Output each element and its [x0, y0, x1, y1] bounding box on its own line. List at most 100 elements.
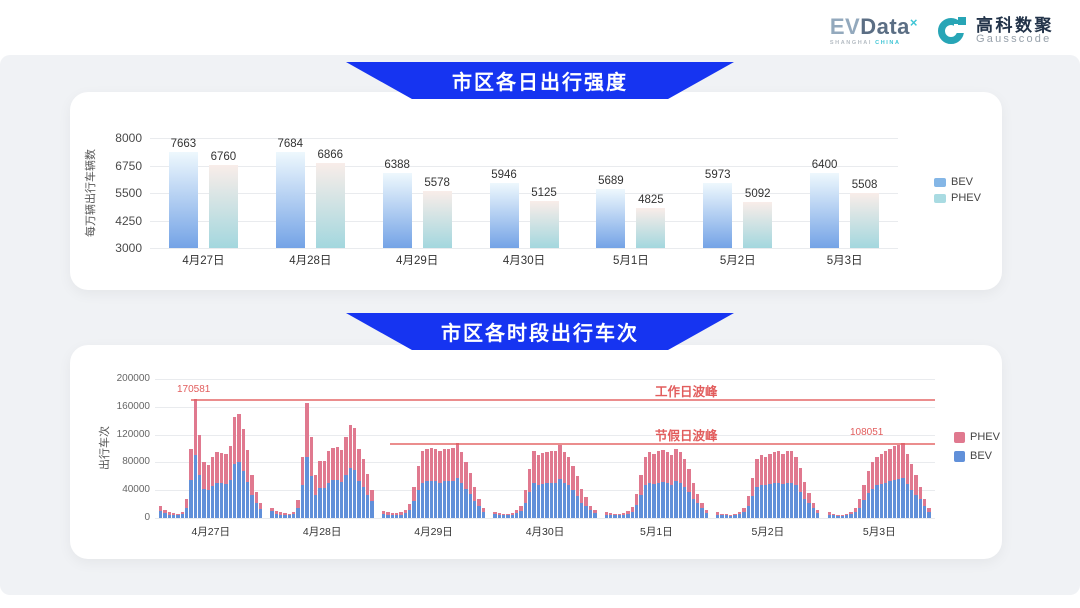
hour-stacked-bar [399, 379, 403, 518]
day-bar-group [155, 379, 266, 518]
phev-segment [202, 462, 206, 489]
hour-stacked-bar [781, 379, 785, 518]
hour-stacked-bar [737, 379, 742, 518]
bev-segment [862, 499, 866, 518]
legend-swatch-bev [954, 450, 965, 462]
phev-segment [172, 513, 176, 515]
chart2-title-banner: 市区各时段出行车次 [346, 313, 734, 350]
y-tick-label: 3000 [115, 241, 142, 255]
phev-segment [593, 509, 597, 513]
bar-value-label: 6866 [317, 148, 344, 161]
hour-stacked-bar [755, 379, 759, 518]
hour-stacked-bar [442, 379, 446, 518]
bar-value-label: 5578 [424, 177, 450, 190]
bev-segment [532, 482, 536, 518]
hour-stacked-bar [433, 379, 438, 518]
hour-stacked-bar [884, 379, 888, 518]
bev-segment [768, 483, 772, 518]
bev-segment [460, 483, 464, 518]
bev-segment [613, 515, 617, 518]
hour-stacked-bar [202, 379, 206, 518]
bev-segment [763, 485, 768, 518]
hour-stacked-bar [626, 379, 630, 518]
phev-segment [716, 512, 720, 515]
hour-stacked-bar [279, 379, 283, 518]
bev-segment [429, 481, 433, 518]
phev-segment [862, 484, 866, 500]
hour-stacked-bar [198, 379, 202, 518]
phev-segment [789, 450, 794, 483]
phev-segment [892, 446, 897, 480]
phev-segment [674, 448, 678, 482]
x-axis-day-label: 5月2日 [719, 255, 756, 267]
phev-segment [407, 504, 412, 511]
bev-segment [193, 454, 198, 518]
bev-segment [888, 481, 892, 518]
bev-segment [416, 490, 420, 518]
chart2-x-labels: 4月27日 4月28日 4月29日 4月30日 5月1日 5月2日 5月3日 [155, 524, 935, 539]
bev-bar-column: 5973 [703, 138, 733, 248]
hour-stacked-bar [292, 379, 296, 518]
bev-bar [489, 183, 519, 248]
hour-stacked-bar [643, 379, 648, 518]
bev-segment [639, 495, 643, 518]
phev-segment [604, 512, 609, 515]
bev-segment [665, 483, 669, 518]
phev-segment [545, 451, 549, 484]
bev-segment [630, 511, 635, 518]
bev-segment [386, 514, 390, 518]
hour-stacked-bar [695, 379, 700, 518]
gridline [155, 490, 935, 492]
hour-stacked-bar [652, 379, 656, 518]
gausscode-square [958, 17, 966, 26]
bev-segment [279, 514, 283, 518]
chart2-card: 出行车次 0 40000 80000 120000 160000 200000 17058… [70, 345, 1002, 559]
hour-stacked-bar [460, 379, 464, 518]
phev-segment [292, 511, 296, 515]
hour-stacked-bar [716, 379, 720, 518]
phev-segment [438, 450, 442, 483]
bev-segment [442, 481, 446, 518]
bev-bar [168, 152, 198, 248]
bev-segment [163, 513, 167, 518]
phev-segment [352, 428, 357, 471]
phev-segment [394, 513, 399, 515]
hour-stacked-bar [493, 379, 497, 518]
phev-segment [241, 429, 245, 471]
bev-segment [245, 481, 250, 518]
hour-stacked-bar [897, 379, 901, 518]
hour-stacked-bar [477, 379, 481, 518]
phev-segment [905, 454, 910, 484]
hour-stacked-bar [318, 379, 322, 518]
bev-segment [348, 467, 352, 518]
phev-segment [836, 514, 840, 516]
chart1-legend: BEV PHEV [934, 176, 981, 204]
y-tick-label: 120000 [116, 428, 150, 440]
hour-stacked-bar [514, 379, 519, 518]
bev-segment [737, 514, 742, 518]
hour-stacked-bar [420, 379, 425, 518]
phev-segment [635, 493, 639, 505]
bar-group: 7684 6866 [257, 138, 364, 248]
hour-stacked-bar [798, 379, 802, 518]
hour-stacked-bar [532, 379, 536, 518]
bev-segment [635, 504, 639, 518]
phev-segment [768, 454, 772, 484]
bev-segment [901, 478, 905, 518]
phev-segment [185, 498, 189, 508]
phev-segment [473, 486, 477, 502]
bev-segment [626, 513, 630, 518]
phev-segment [279, 512, 283, 515]
legend-item-phev: PHEV [954, 431, 1000, 443]
holiday-peak-value: 108051 [850, 426, 884, 438]
hour-stacked-bar [206, 379, 211, 518]
hour-stacked-bar [617, 379, 622, 518]
bev-segment [661, 481, 665, 518]
bev-segment [897, 479, 901, 518]
phev-bar [208, 165, 238, 248]
bar-value-label: 4825 [638, 193, 664, 206]
bar-value-label: 6760 [210, 151, 237, 164]
bev-segment [468, 494, 473, 518]
x-axis-day-label: 4月28日 [302, 526, 342, 538]
hour-stacked-bar [464, 379, 468, 518]
